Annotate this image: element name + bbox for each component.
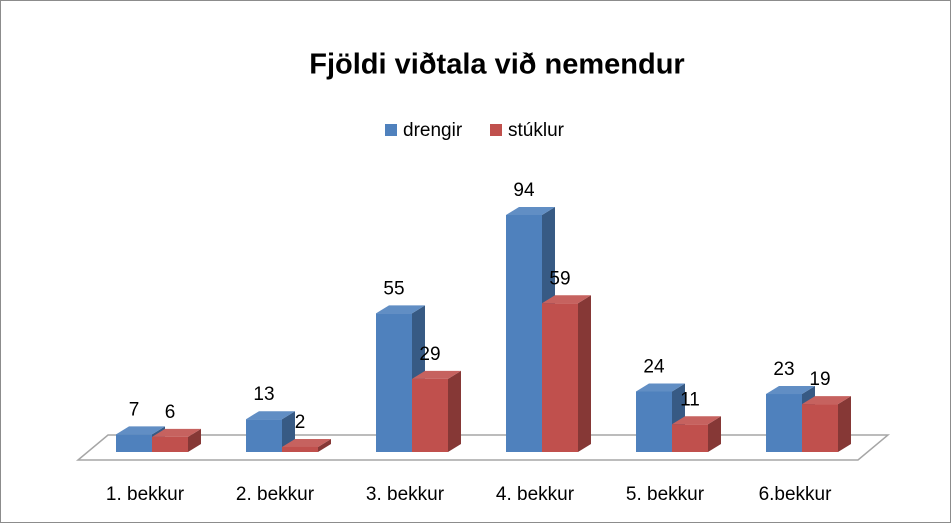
x-tick-label: 3. bekkur — [366, 484, 445, 505]
value-label: 29 — [419, 344, 440, 365]
x-tick-label: 2. bekkur — [236, 484, 315, 505]
bar — [282, 438, 331, 452]
bar-top — [506, 207, 555, 215]
bar-front — [282, 446, 318, 452]
value-label: 11 — [680, 389, 700, 410]
bar-front — [506, 215, 542, 452]
bar-side — [448, 370, 461, 452]
bar-top — [672, 416, 721, 425]
legend-swatch — [490, 124, 502, 136]
bar — [152, 428, 201, 452]
bar — [542, 295, 591, 452]
value-label: 55 — [383, 278, 404, 299]
bar-top — [802, 396, 851, 405]
bar-top — [412, 370, 461, 379]
value-label: 24 — [643, 357, 665, 378]
bar-top — [282, 438, 331, 447]
legend-swatch — [385, 124, 397, 136]
bar-top — [376, 305, 425, 314]
bar-front — [542, 303, 578, 452]
x-tick-label: 4. bekkur — [496, 484, 575, 505]
bar — [802, 396, 851, 452]
bar-side — [578, 295, 591, 452]
floor — [75, 434, 891, 461]
bar-side — [318, 438, 331, 452]
x-tick-label: 5. bekkur — [626, 484, 705, 505]
bar-side — [838, 396, 851, 452]
bar-front — [802, 404, 838, 452]
legend-label: drengir — [403, 120, 463, 141]
bar — [412, 370, 461, 452]
bar-top — [152, 428, 201, 437]
bar-front — [636, 391, 672, 452]
x-tick-label: 6.bekkur — [759, 484, 833, 505]
bar-front — [766, 394, 802, 452]
value-label: 59 — [549, 268, 570, 289]
bar-front — [116, 434, 152, 452]
value-label: 7 — [129, 399, 140, 420]
value-label: 6 — [165, 402, 176, 423]
bar-front — [376, 313, 412, 452]
bar-front — [412, 378, 448, 452]
x-tick-label: 1. bekkur — [106, 484, 185, 505]
chart-title: Fjöldi viðtala við nemendur — [309, 49, 684, 81]
value-label: 13 — [253, 384, 274, 405]
bar-top — [246, 411, 295, 420]
bar-side — [188, 428, 201, 452]
bar-top — [766, 386, 815, 395]
bar-front — [246, 419, 282, 452]
legend-label: stúklur — [508, 120, 565, 141]
bar-side — [708, 416, 721, 452]
value-label: 19 — [809, 369, 830, 390]
bar-front — [672, 424, 708, 452]
bar-front — [152, 436, 188, 452]
bar-top — [636, 383, 685, 392]
value-label: 94 — [513, 180, 535, 201]
bar-top — [542, 295, 591, 304]
value-label: 2 — [295, 412, 306, 433]
bar-top — [116, 426, 165, 435]
value-label: 23 — [773, 359, 794, 380]
bar — [672, 416, 721, 452]
